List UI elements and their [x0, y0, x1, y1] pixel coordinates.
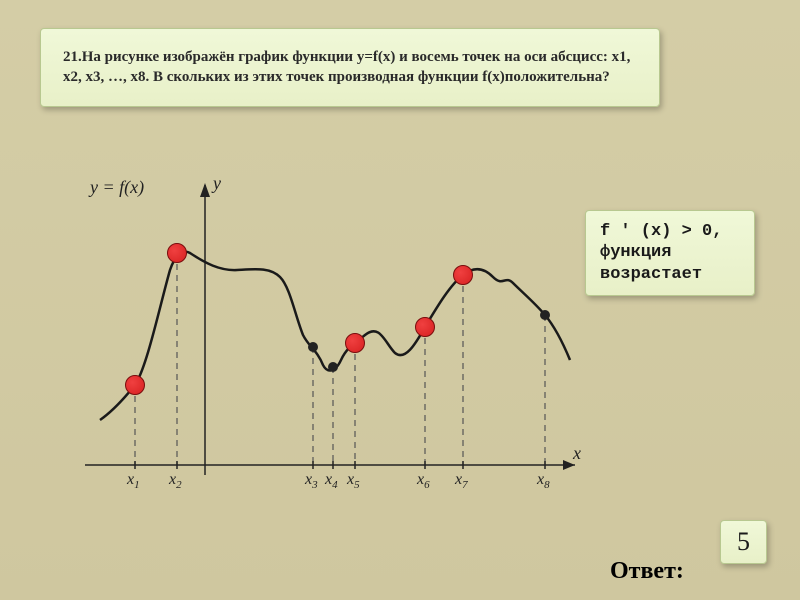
x-tick-label: x5: [347, 471, 360, 491]
answer-value: 5: [737, 527, 750, 556]
side-line3: возрастает: [600, 264, 740, 285]
answer-label: Ответ:: [610, 558, 684, 585]
highlight-point: [415, 317, 435, 337]
highlight-point: [167, 243, 187, 263]
question-box: 21.На рисунке изображён график функции y…: [40, 28, 660, 107]
x-tick-label: x2: [169, 471, 182, 491]
x-tick-label: x1: [127, 471, 140, 491]
x-tick-label: x7: [455, 471, 468, 491]
x-tick-label: x8: [537, 471, 550, 491]
highlight-point: [453, 265, 473, 285]
highlight-point: [125, 375, 145, 395]
chart-svg: [55, 175, 585, 515]
highlight-point: [345, 333, 365, 353]
chart-area: y = f(x) y x x1x2x3x4x5x6x7x8: [55, 175, 585, 515]
x-tick-label: x3: [305, 471, 318, 491]
answer-box: 5: [720, 520, 767, 564]
x-tick-label: x4: [325, 471, 338, 491]
question-text: 21.На рисунке изображён график функции y…: [63, 49, 630, 85]
x-tick-label: x6: [417, 471, 430, 491]
side-line1: f ′ (x) > 0,: [600, 221, 740, 242]
side-line2: функция: [600, 242, 740, 263]
side-note-box: f ′ (x) > 0, функция возрастает: [585, 210, 755, 296]
